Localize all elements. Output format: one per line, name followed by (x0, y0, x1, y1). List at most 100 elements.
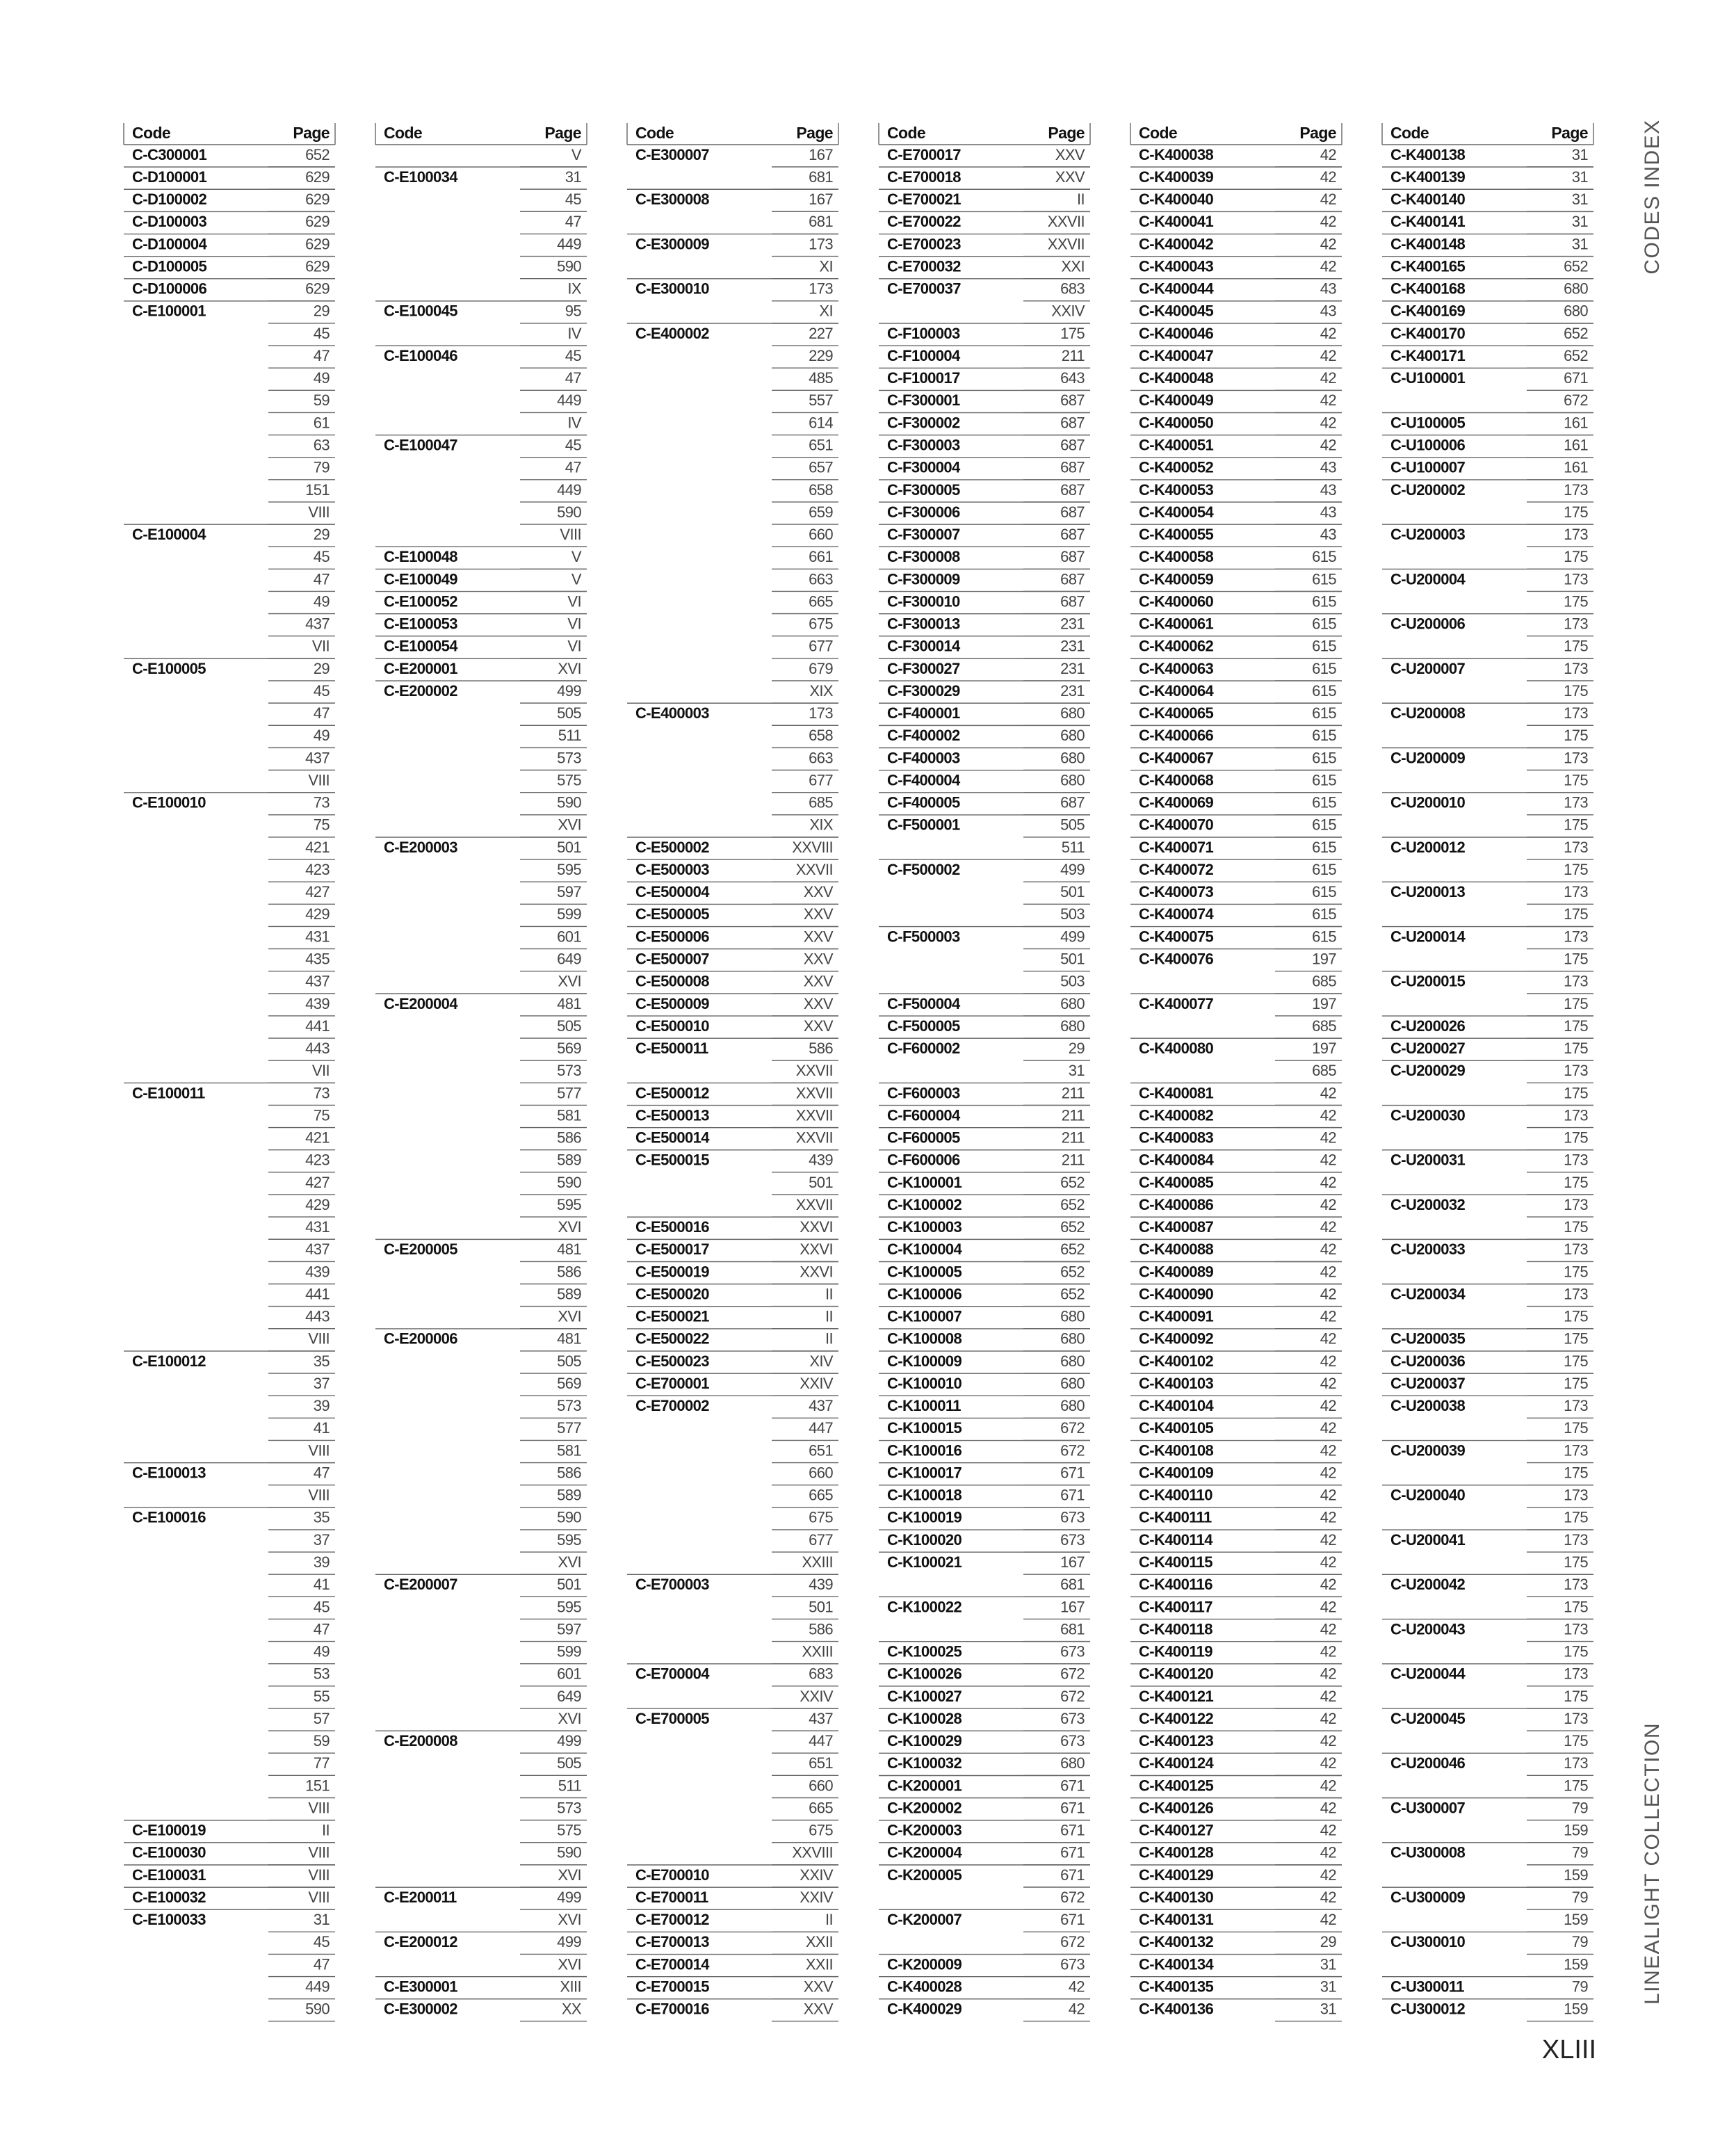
page-ref: 42 (1320, 191, 1337, 208)
code: C-E500006 (635, 928, 709, 945)
page-ref: 672 (1060, 1889, 1085, 1906)
page-ref: 161 (1564, 459, 1588, 476)
code: C-F500005 (887, 1017, 960, 1035)
code: C-E100013 (132, 1464, 206, 1481)
code: C-E200006 (384, 1330, 457, 1348)
code: C-E500020 (635, 1285, 709, 1302)
code: C-U200033 (1390, 1240, 1465, 1258)
page-ref: XXVII (1048, 235, 1085, 252)
page-ref: 175 (1564, 950, 1588, 967)
code: C-F300009 (887, 570, 960, 588)
page-ref: 175 (1564, 1419, 1588, 1437)
page-ref: 680 (1060, 771, 1085, 789)
page-ref: 615 (1312, 592, 1336, 610)
code: C-U300009 (1390, 1889, 1465, 1906)
page-ref: 29 (314, 302, 330, 320)
page-ref: XVI (558, 1911, 581, 1928)
code: C-K400121 (1139, 1688, 1213, 1705)
page-ref: 439 (809, 1576, 833, 1593)
page-header: Page (1551, 124, 1588, 142)
page-ref: XIX (809, 816, 834, 834)
page-ref: 687 (1060, 481, 1085, 499)
page-ref: 657 (809, 459, 833, 476)
page-ref: XXVII (796, 1062, 833, 1079)
page-ref: 173 (1564, 615, 1588, 633)
page-ref: 615 (1312, 704, 1336, 722)
code: C-K400068 (1139, 771, 1213, 789)
code: C-K400104 (1139, 1397, 1214, 1414)
page-ref: XXV (1055, 146, 1085, 163)
code: C-E100031 (132, 1866, 206, 1884)
code: C-K400083 (1139, 1129, 1213, 1147)
page-ref: 42 (1320, 1240, 1337, 1258)
page-ref: 673 (1060, 1643, 1085, 1660)
code: C-K400110 (1139, 1487, 1212, 1504)
page-ref: 671 (1060, 1911, 1085, 1928)
page-ref: 629 (305, 168, 330, 186)
page-ref: 35 (314, 1352, 330, 1370)
page-ref: 211 (1062, 1129, 1085, 1147)
page-ref: XVI (558, 1710, 581, 1727)
page-ref: VII (312, 1062, 330, 1079)
code: C-E500008 (635, 973, 709, 990)
code: C-K400082 (1139, 1106, 1213, 1124)
page-ref: 577 (557, 1419, 581, 1437)
page-ref: 581 (557, 1441, 581, 1459)
page-ref: 431 (305, 1218, 330, 1236)
page-ref: XXV (1055, 168, 1085, 186)
code: C-F300005 (887, 481, 960, 499)
code: C-K400168 (1390, 280, 1465, 298)
page-ref: 681 (809, 168, 833, 186)
page-ref: 503 (1060, 973, 1085, 990)
page-ref: 569 (557, 1375, 581, 1392)
code: C-K200005 (887, 1866, 962, 1884)
code: C-K100019 (887, 1509, 962, 1526)
page-ref: 680 (1060, 1352, 1085, 1370)
page-ref: 447 (809, 1419, 833, 1437)
page-ref: 42 (1069, 1978, 1085, 1995)
code: C-E100046 (384, 347, 457, 364)
page-ref: 49 (314, 592, 330, 610)
page-ref: II (1077, 191, 1085, 208)
page-ref: 42 (1320, 1598, 1337, 1615)
code: C-U300011 (1390, 1978, 1464, 1995)
page-ref: 680 (1060, 995, 1085, 1012)
page-ref: 173 (1564, 1441, 1588, 1459)
page-ref: 31 (1320, 1978, 1337, 1995)
code: C-F300014 (887, 638, 961, 655)
page-ref: 681 (809, 213, 833, 230)
code: C-F400001 (887, 704, 960, 722)
page-ref: 31 (1572, 235, 1589, 252)
page-ref: 672 (1060, 1933, 1085, 1950)
page-ref: XXVIII (792, 839, 833, 856)
page-ref: 629 (305, 191, 330, 208)
page-ref: XXVII (1048, 213, 1085, 230)
page-ref: 151 (305, 1777, 330, 1794)
code: C-C300001 (132, 146, 206, 163)
page-ref: 652 (1564, 347, 1588, 364)
code: C-E700003 (635, 1576, 709, 1593)
page-ref: 680 (1060, 1375, 1085, 1392)
page-ref: 685 (1312, 1062, 1336, 1079)
page-ref: 671 (1060, 1487, 1085, 1504)
page-ref: 42 (1320, 1844, 1337, 1861)
page-ref: 573 (557, 1799, 581, 1816)
page-ref: XVI (558, 1553, 581, 1571)
page-ref: 173 (1564, 481, 1588, 499)
page-ref: 175 (1564, 548, 1588, 565)
page-ref: 175 (1564, 503, 1588, 521)
code: C-E500009 (635, 995, 709, 1012)
page-ref: 658 (809, 481, 833, 499)
page-ref: 687 (1060, 414, 1085, 431)
page-ref: 49 (314, 1643, 330, 1660)
page-ref: II (322, 1822, 330, 1839)
page-ref: II (825, 1911, 833, 1928)
page-ref: 660 (809, 526, 833, 543)
page-ref: 672 (1060, 1419, 1085, 1437)
page-ref: VIII (308, 1330, 330, 1348)
page-ref: 449 (557, 391, 581, 409)
code: C-U200007 (1390, 660, 1465, 677)
code: C-F600002 (887, 1040, 960, 1057)
page-ref: 59 (314, 1732, 330, 1749)
page-ref: 45 (565, 437, 582, 454)
